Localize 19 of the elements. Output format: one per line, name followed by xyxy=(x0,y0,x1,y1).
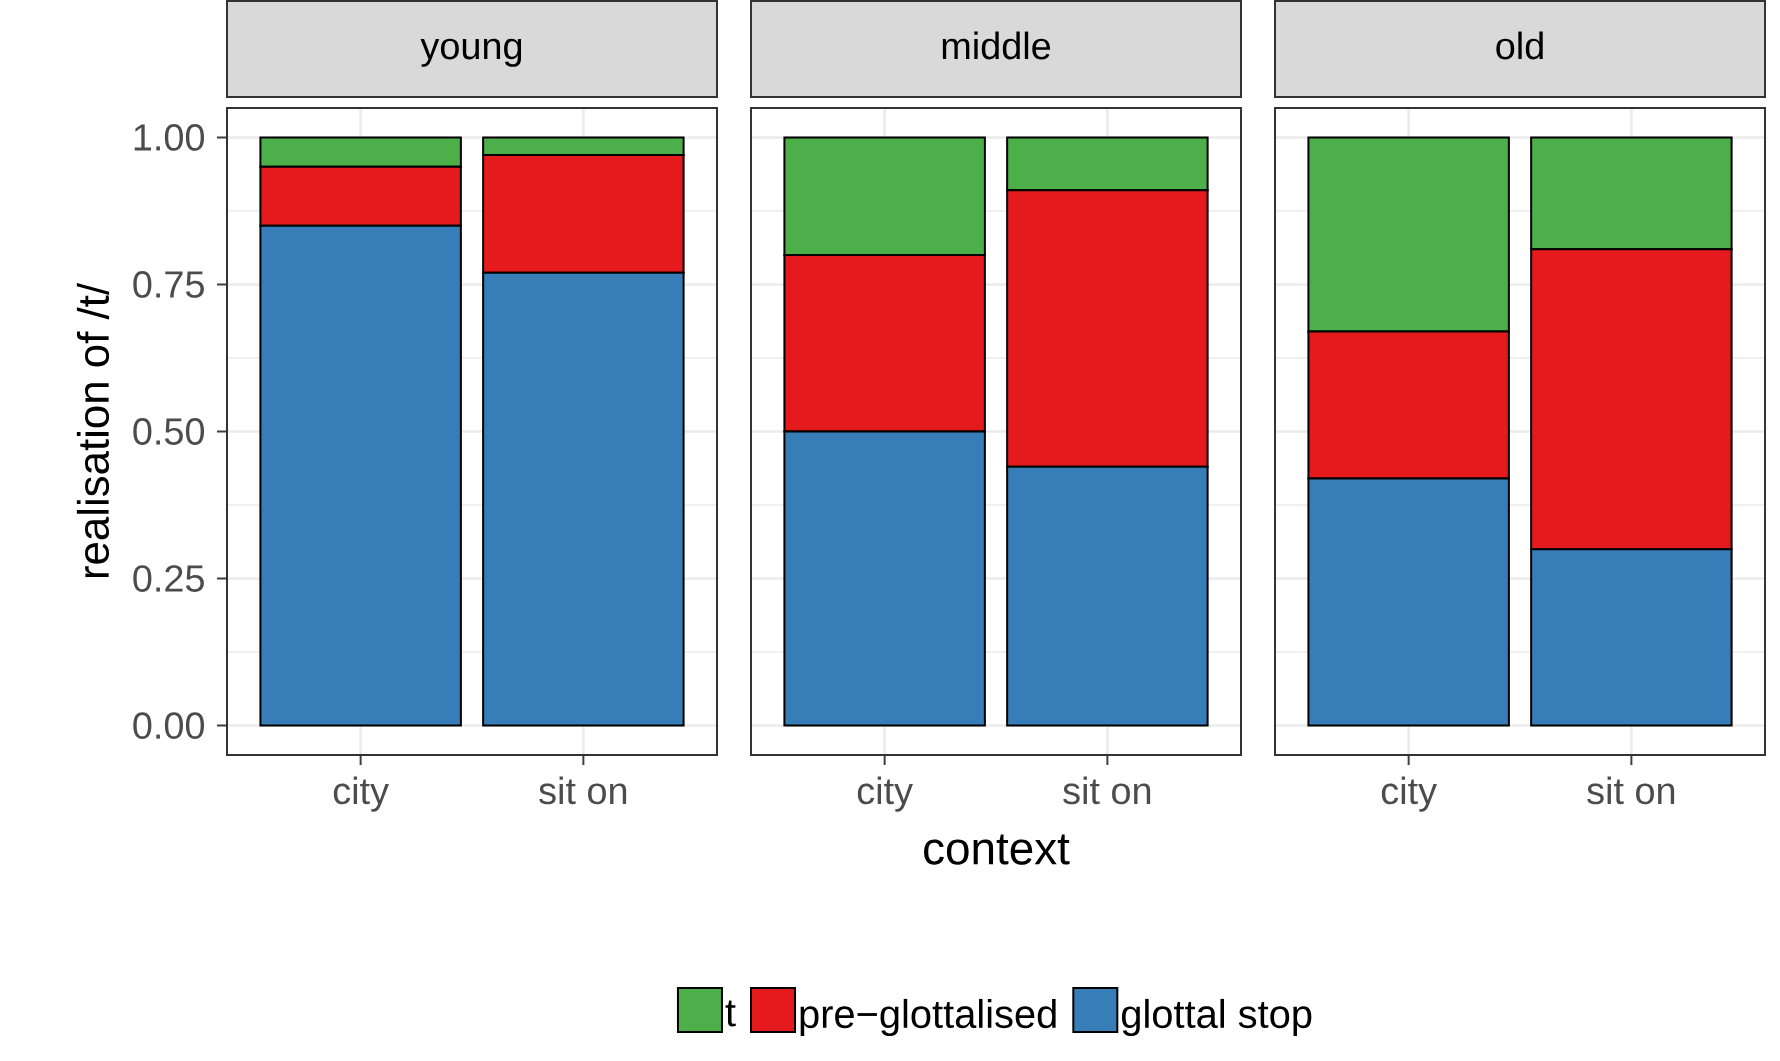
legend-label: t xyxy=(725,1000,736,1027)
y-axis-title: realisation of /t/ xyxy=(76,282,110,578)
x-axis-title: context xyxy=(924,834,1070,865)
x-tick-label: sit on xyxy=(1063,776,1151,805)
x-tick-label: sit on xyxy=(539,776,627,805)
y-tick-label: 0.75 xyxy=(133,271,204,298)
chart-title: young xyxy=(420,38,522,67)
chart-title: middle xyxy=(942,31,1051,60)
y-tick-label: 1.00 xyxy=(134,123,205,151)
x-tick-label: city xyxy=(1381,776,1437,812)
y-tick-label: 0.00 xyxy=(133,712,205,739)
y-tick-label: 0.50 xyxy=(133,418,205,445)
x-tick-label: city xyxy=(333,776,389,812)
y-tick-label: 0.25 xyxy=(133,565,204,592)
x-tick-label: city xyxy=(857,776,913,812)
legend-label: pre−glottalised xyxy=(800,998,1056,1037)
chart-title: old xyxy=(1496,31,1543,60)
x-tick-label: sit on xyxy=(1587,776,1675,805)
legend-label: glottal stop xyxy=(1121,998,1312,1037)
